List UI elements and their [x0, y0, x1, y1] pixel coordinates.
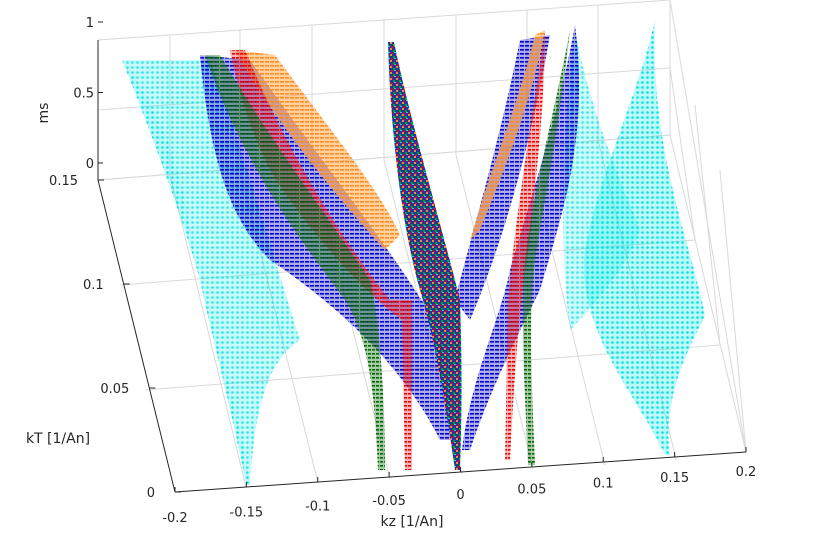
series-orange-left — [235, 50, 400, 250]
series-green-left — [205, 55, 385, 470]
y-tick-label: 0.05 — [100, 382, 129, 397]
z-tick-label: 0 — [86, 157, 94, 172]
x-tick-label: 0.15 — [660, 471, 689, 486]
z-ticks: 00.51 — [73, 16, 103, 172]
x-tick-label: 0 — [456, 488, 464, 503]
series-cyan-left-sheet — [122, 60, 300, 485]
y-ticks: 0 0.05 0.1 0.15 — [49, 174, 181, 501]
x-tick-label: 0.05 — [517, 482, 546, 497]
data-surfaces — [122, 20, 705, 485]
y-tick-label: 0.1 — [83, 278, 104, 293]
x-tick-label: 0.1 — [593, 477, 614, 492]
y-tick-label: 0.15 — [49, 174, 78, 189]
x-tick-label: -0.1 — [305, 500, 330, 515]
x-tick-label: -0.15 — [230, 505, 264, 520]
z-tick-label: 0.5 — [73, 87, 94, 102]
series-cyan-right-sheet — [563, 30, 640, 330]
x-tick-label: -0.05 — [372, 494, 406, 509]
x-tick-label: 0.2 — [736, 465, 757, 480]
z-tick-label: 1 — [86, 16, 94, 31]
series-red-right — [505, 30, 545, 460]
x-axis-label: kz [1/An] — [381, 514, 444, 530]
series-green-right — [522, 30, 570, 465]
z-axis-label: ms — [36, 103, 52, 124]
series-orange-right — [470, 30, 545, 240]
x-tick-label: -0.2 — [162, 511, 187, 526]
y-tick-label: 0 — [147, 486, 155, 501]
y-axis-label: kT [1/An] — [26, 431, 90, 447]
series-mixed-center — [388, 42, 462, 470]
y-axis-line — [97, 179, 176, 493]
series-blue-right-sheet — [455, 35, 550, 320]
series-cyan-right — [583, 20, 705, 455]
x-ticks: -0.2 -0.15 -0.1 -0.05 0 0.05 0.1 0.15 0.2 — [162, 447, 756, 526]
